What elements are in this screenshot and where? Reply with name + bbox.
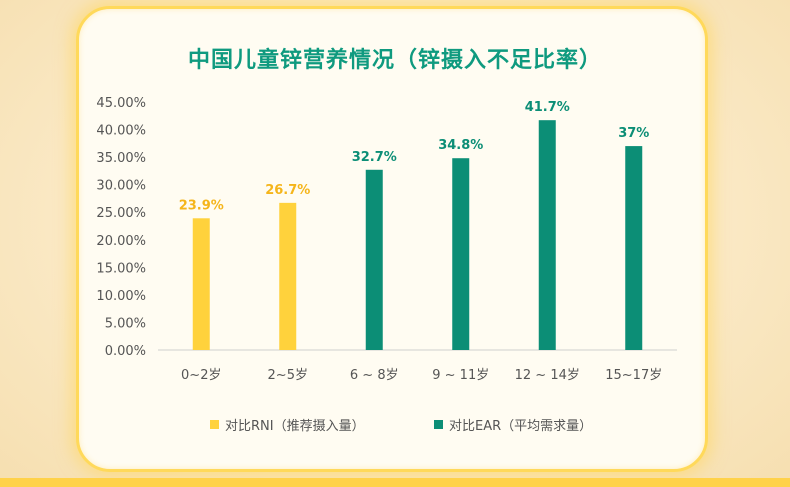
x-tick-label: 12 ~ 14岁 (515, 368, 580, 383)
legend-swatch-rni (210, 420, 219, 429)
bar (279, 202, 297, 350)
y-tick-label: 20.00% (96, 234, 146, 249)
data-label: 37% (618, 126, 649, 141)
y-tick-label: 0.00% (105, 344, 146, 359)
x-tick-label: 9 ~ 11岁 (432, 368, 489, 383)
data-label: 34.8% (438, 138, 483, 153)
legend-swatch-ear (434, 420, 443, 429)
y-tick-label: 15.00% (96, 261, 146, 276)
y-tick-label: 40.00% (96, 124, 146, 139)
data-label: 23.9% (179, 198, 224, 213)
y-tick-label: 10.00% (96, 289, 146, 304)
bar (538, 120, 556, 350)
x-tick-label: 15~17岁 (605, 368, 662, 383)
chart-legend: 对比RNI（推荐摄入量） 对比EAR（平均需求量） (0, 415, 790, 434)
legend-item-ear: 对比EAR（平均需求量） (434, 415, 592, 434)
bar (625, 146, 643, 350)
bar (365, 169, 383, 350)
bar (452, 158, 470, 350)
y-tick-label: 5.00% (105, 316, 146, 331)
legend-label-ear: 对比EAR（平均需求量） (449, 419, 593, 434)
x-tick-label: 2~5岁 (268, 368, 308, 383)
data-label: 32.7% (352, 150, 397, 165)
y-tick-label: 35.00% (96, 151, 146, 166)
legend-label-rni: 对比RNI（推荐摄入量） (225, 419, 365, 434)
data-label: 41.7% (525, 100, 570, 115)
chart-card (76, 6, 708, 472)
legend-item-rni: 对比RNI（推荐摄入量） (210, 415, 365, 434)
x-tick-label: 6 ~ 8岁 (350, 368, 399, 383)
bottom-stripe (0, 478, 790, 487)
y-tick-label: 25.00% (96, 206, 146, 221)
chart-title: 中国儿童锌营养情况（锌摄入不足比率） (187, 48, 602, 73)
bar (192, 218, 210, 350)
data-label: 26.7% (265, 183, 310, 198)
x-tick-label: 0~2岁 (181, 368, 221, 383)
y-tick-label: 30.00% (96, 179, 146, 194)
y-tick-label: 45.00% (96, 96, 146, 111)
